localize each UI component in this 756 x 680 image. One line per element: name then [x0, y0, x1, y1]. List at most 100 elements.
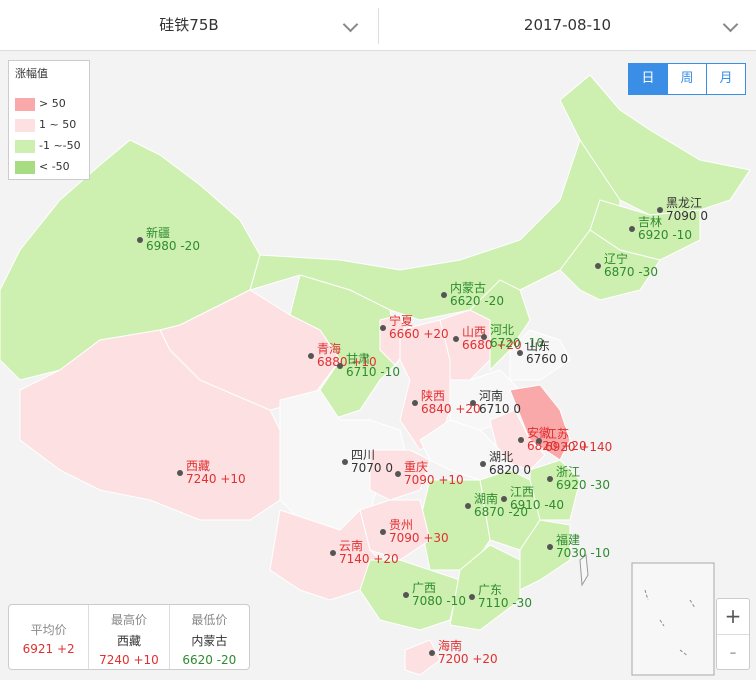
province-value: 6660 +20 — [389, 327, 449, 341]
province-name: 新疆 — [146, 225, 170, 240]
province-dot — [137, 237, 143, 243]
province-dot — [536, 438, 542, 444]
province-value: 6710 -10 — [346, 365, 400, 379]
week-button[interactable]: 周 — [667, 63, 707, 95]
province-name: 吉林 — [638, 215, 662, 229]
province-value: 7070 0 — [351, 461, 393, 475]
province-value: 6710 0 — [479, 402, 521, 416]
province-value: 7090 0 — [666, 209, 708, 223]
legend: 涨幅值 > 50 1 ~ 50 -1 ~-50 < -50 — [8, 60, 90, 180]
province-dot — [177, 470, 183, 476]
legend-title: 涨幅值 — [15, 67, 48, 80]
province-dot — [429, 650, 435, 656]
province-value: 6720 -10 — [490, 336, 544, 350]
province-name: 山东 — [526, 339, 550, 353]
province-name: 江苏 — [545, 427, 569, 441]
province-dot — [308, 353, 314, 359]
date-select[interactable]: 2017-08-10 — [379, 0, 756, 50]
header: 硅铁75B 2017-08-10 — [0, 0, 756, 51]
province-value: 6680 +20 — [462, 338, 522, 352]
province-dot — [470, 400, 476, 406]
province-value: 6820 0 — [489, 463, 531, 477]
zoom-in[interactable]: + — [717, 599, 749, 635]
province-value: 7200 +20 — [438, 652, 498, 666]
summary-label: 平均价 — [30, 623, 67, 637]
zoom-out[interactable]: - — [729, 640, 737, 664]
summary-province: 内蒙古 — [191, 634, 228, 648]
province-dot — [657, 207, 663, 213]
province-value: 7110 -30 — [478, 596, 532, 610]
province-value: 6620 -20 — [450, 294, 504, 308]
province-value: 7090 +10 — [404, 473, 464, 487]
province-value: 7140 +20 — [339, 552, 399, 566]
province-dot — [547, 476, 553, 482]
province-value: 6920 -30 — [556, 478, 610, 492]
province-value: 6880 +10 — [317, 355, 377, 369]
summary-province: 西藏 — [116, 634, 141, 648]
summary: 平均价 6921 +2 最高价西藏 7240 +10 最低价内蒙古 6620 -20 — [8, 604, 250, 670]
province-name: 山西 — [462, 325, 486, 339]
province-dot — [342, 459, 348, 465]
province-name: 福建 — [556, 532, 580, 547]
summary-value: 7240 +10 — [99, 653, 159, 667]
summary-value: 6620 -20 — [182, 653, 237, 667]
province-name: 黑龙江 — [666, 196, 702, 210]
province-name: 湖北 — [489, 449, 513, 464]
province-name: 安徽 — [527, 425, 551, 440]
month-button[interactable]: 月 — [706, 63, 746, 95]
province-name: 河北 — [490, 323, 514, 337]
province-value: 6910 -40 — [510, 498, 564, 512]
day-button[interactable]: 日 — [628, 63, 668, 95]
province-value: 6980 -20 — [146, 239, 200, 253]
province-value: 6920 +140 — [545, 440, 612, 454]
province-value: 6870 -30 — [604, 265, 658, 279]
province-name: 河南 — [479, 388, 503, 403]
province-name: 内蒙古 — [450, 280, 486, 295]
province-dot — [517, 350, 523, 356]
province-name: 广西 — [412, 581, 436, 595]
province-dot — [481, 334, 487, 340]
province-dot — [518, 437, 524, 443]
province-name: 宁夏 — [389, 313, 413, 328]
legend-item: > 50 — [39, 97, 66, 110]
province-dot — [501, 496, 507, 502]
province-name: 青海 — [317, 341, 341, 356]
province-dot — [380, 325, 386, 331]
date: 2017-08-10 — [523, 16, 612, 34]
province-name: 云南 — [339, 538, 363, 553]
zoom-control: + - — [716, 598, 750, 670]
province-value: 6840 +20 — [421, 402, 481, 416]
province-value: 7030 -10 — [556, 546, 610, 560]
province-dot — [403, 592, 409, 598]
province-name: 贵州 — [389, 518, 413, 532]
province-name: 浙江 — [556, 465, 580, 479]
province-dot — [629, 226, 635, 232]
province-name: 重庆 — [404, 460, 428, 474]
province-name: 广东 — [478, 583, 502, 597]
province-name: 江西 — [510, 485, 534, 499]
legend-item: < -50 — [39, 160, 70, 173]
legend-item: -1 ~-50 — [39, 139, 81, 152]
period-buttons: 日 周 月 — [628, 63, 746, 95]
provinces — [0, 74, 751, 676]
province-dot — [441, 292, 447, 298]
province-name: 湖南 — [474, 491, 498, 506]
product: 硅铁75B — [159, 16, 219, 34]
summary-label: 最低价 — [191, 613, 228, 627]
province-value: 6920 -10 — [638, 228, 692, 242]
province-dot — [337, 363, 343, 369]
province-dot — [465, 503, 471, 509]
province-name: 辽宁 — [604, 251, 628, 266]
south-sea-inset — [631, 562, 715, 676]
summary-label: 最高价 — [110, 613, 147, 627]
province-value: 6870 -20 — [474, 505, 528, 519]
province-value: 7090 +30 — [389, 531, 449, 545]
province-value: 6820 +20 — [527, 439, 587, 453]
product-select[interactable]: 硅铁75B — [0, 0, 378, 50]
province-name: 西藏 — [186, 459, 210, 473]
province-dot — [395, 471, 401, 477]
summary-value: 6921 +2 — [22, 642, 75, 656]
province-name: 四川 — [351, 448, 375, 462]
province-dot — [595, 263, 601, 269]
